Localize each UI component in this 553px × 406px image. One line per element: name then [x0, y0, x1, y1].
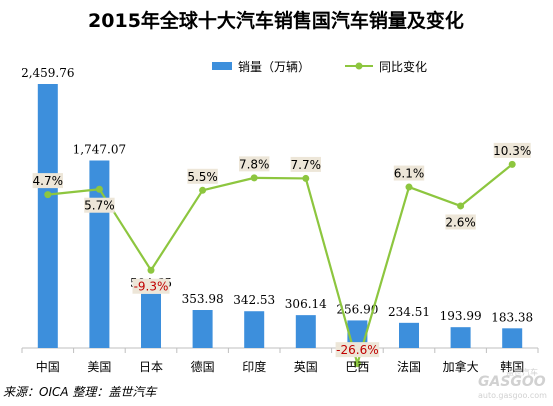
line-marker — [250, 174, 258, 182]
line-marker — [44, 191, 52, 199]
line-marker — [353, 360, 361, 368]
chart-title: 2015年全球十大汽车销售国汽车销量及变化 — [88, 9, 464, 32]
line-value-label: 10.3% — [493, 144, 531, 158]
line-label-bg — [290, 156, 321, 172]
line-marker — [508, 160, 516, 168]
line-label-bg — [335, 342, 380, 358]
line-value-label: 5.5% — [187, 170, 218, 184]
line-series — [44, 160, 516, 368]
line-marker — [95, 185, 103, 193]
category-labels: 中国 美国 日本 德国 印度 英国 巴西 法国 加拿大 韩国 — [36, 359, 524, 374]
watermark-brand: GASGOO — [478, 374, 546, 390]
legend-label-line: 同比变化 — [379, 59, 427, 74]
category-label: 日本 — [139, 360, 163, 374]
bar — [37, 84, 58, 348]
line-label-bg — [32, 173, 63, 189]
line-value-label: 6.1% — [394, 167, 425, 181]
legend-swatch-marker — [355, 62, 363, 70]
line-value-label: 4.7% — [33, 174, 64, 188]
category-label: 德国 — [191, 359, 215, 374]
bar-value-label: 183.38 — [491, 310, 533, 324]
line-marker — [457, 202, 465, 210]
line-marker — [302, 174, 310, 182]
category-label: 巴西 — [345, 360, 369, 374]
line-label-bg — [493, 142, 531, 158]
legend: 销量（万辆） 同比变化 — [212, 59, 427, 74]
legend-swatch-bar — [212, 62, 232, 70]
bar — [450, 327, 471, 348]
watermark-sub: 盖世汽车 — [506, 367, 538, 377]
line-label-bg — [132, 278, 170, 294]
bar-value-label: 2,459.76 — [21, 66, 74, 80]
line-value-label: 7.8% — [239, 157, 270, 171]
line-value-label: 2.6% — [445, 215, 476, 229]
bar — [192, 310, 213, 348]
bar — [347, 320, 368, 348]
bar — [244, 311, 265, 348]
category-label: 加拿大 — [443, 359, 479, 374]
watermark-url: auto.gasgoo.com — [478, 391, 547, 400]
category-label: 印度 — [242, 359, 266, 374]
category-label: 法国 — [397, 360, 421, 374]
bar — [141, 293, 161, 348]
bar — [502, 328, 523, 348]
category-label: 中国 — [36, 359, 60, 374]
bar-value-label: 1,747.07 — [73, 142, 126, 156]
bar-value-label: 353.98 — [182, 292, 224, 306]
line-label-bg — [187, 168, 218, 184]
line-value-labels: 4.7% 5.7% -9.3% 5.5% 7.8% 7.7% -26.6% 6.1% 2.6% 1… — [32, 142, 531, 358]
bar — [399, 322, 419, 348]
line-marker — [405, 183, 413, 191]
watermark: GASGOO 盖世汽车 auto.gasgoo.com — [478, 367, 547, 400]
bars-series — [37, 84, 523, 348]
line-marker — [199, 186, 207, 194]
category-label: 英国 — [294, 360, 318, 374]
line-label-bg — [393, 165, 425, 181]
bar-value-label: 256.90 — [336, 302, 378, 316]
line-marker — [147, 266, 155, 274]
line-value-label: -9.3% — [134, 280, 169, 294]
bar-value-label: 193.99 — [440, 309, 482, 323]
category-label: 美国 — [87, 360, 111, 374]
line-value-label: 5.7% — [84, 199, 115, 213]
legend-label-bar: 销量（万辆） — [238, 60, 310, 74]
x-axis-ticks — [21, 348, 539, 353]
bar-value-label: 342.53 — [233, 293, 275, 307]
line-label-bg — [445, 214, 476, 230]
bar-value-label: 306.14 — [285, 297, 327, 311]
line-label-bg — [84, 197, 115, 213]
category-label: 韩国 — [500, 359, 524, 374]
bar-value-label: 234.51 — [388, 305, 430, 319]
source-note: 来源：OICA 整理：盖世汽车 — [3, 385, 158, 399]
bar — [295, 315, 316, 348]
line-path — [47, 163, 513, 365]
line-value-label: 7.7% — [291, 158, 322, 172]
line-label-bg — [239, 156, 270, 172]
line-value-label: -26.6% — [336, 343, 378, 357]
